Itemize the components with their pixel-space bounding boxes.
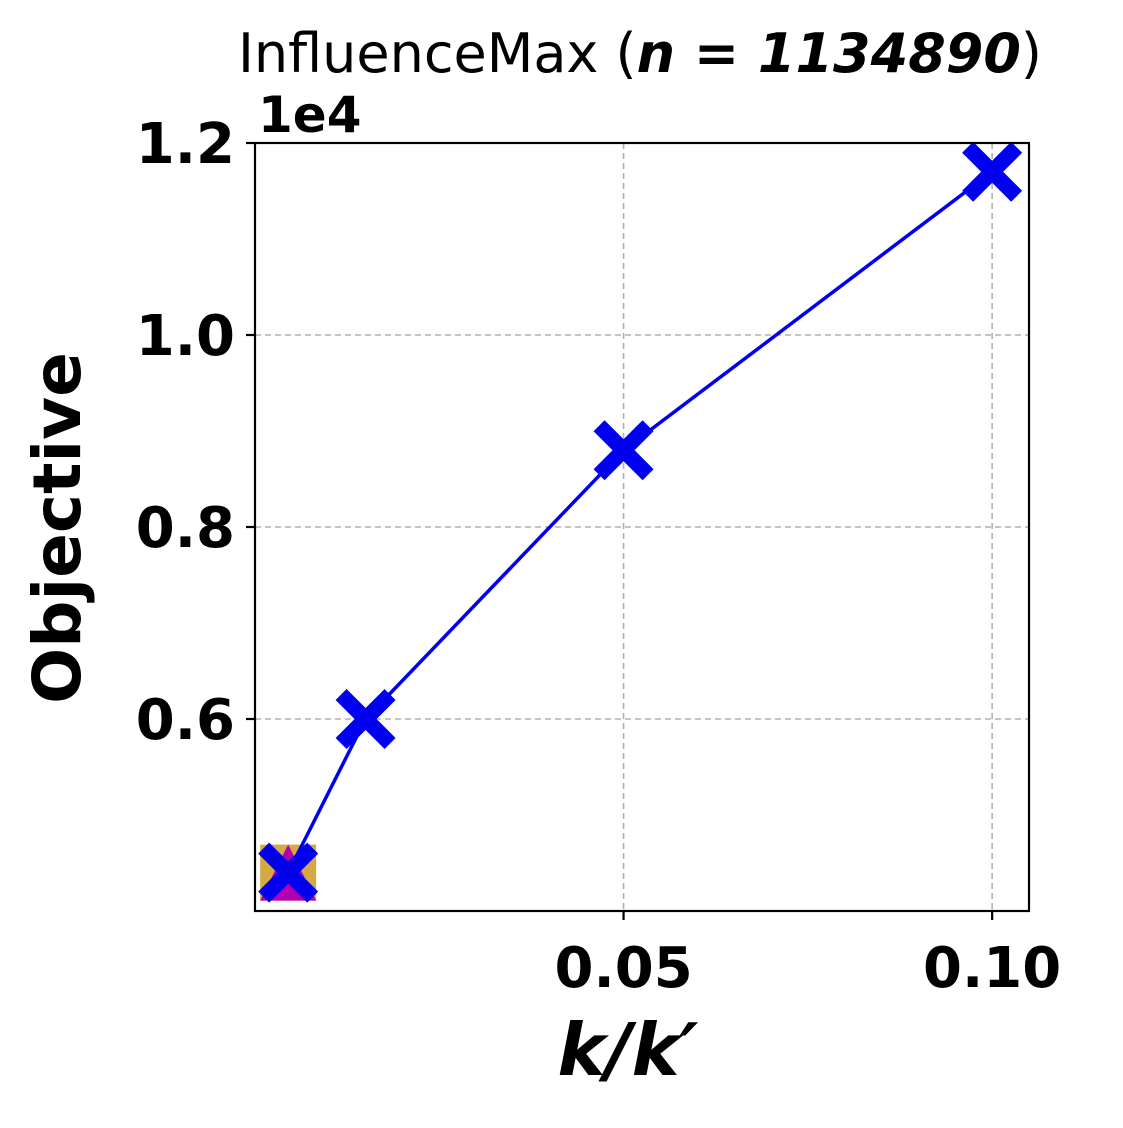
y-tick-label: 1.2 [136,112,235,177]
x-marker-point [258,842,319,903]
y-tick-label: 0.8 [136,496,235,561]
tick-layer: 0.05 0.10 0.6 0.8 1.0 1.2 [136,112,1061,1001]
x-marker-point [335,689,396,749]
grid-layer [255,142,1029,911]
x-marker-point [962,141,1023,202]
y-offset-label: 1e4 [258,86,362,144]
x-marker-point [593,420,654,481]
x-tick-label: 0.10 [923,936,1061,1001]
series-line [286,170,994,874]
chart-title: InfluenceMax (n = 1134890) [238,22,1042,85]
series-layer [258,141,1023,903]
chart-title-close: ) [1021,22,1042,85]
chart-title-text: InfluenceMax ( [238,22,637,85]
axes-frame [253,141,1031,913]
x-tick-label: 0.05 [554,936,692,1001]
y-tick-label: 1.0 [136,304,235,369]
y-axis-label: Objective [19,352,96,704]
y-tick-label: 0.6 [136,688,235,753]
chart-title-math: n = 1134890 [637,22,1021,85]
x-axis-label: k/k′ [557,1008,698,1092]
